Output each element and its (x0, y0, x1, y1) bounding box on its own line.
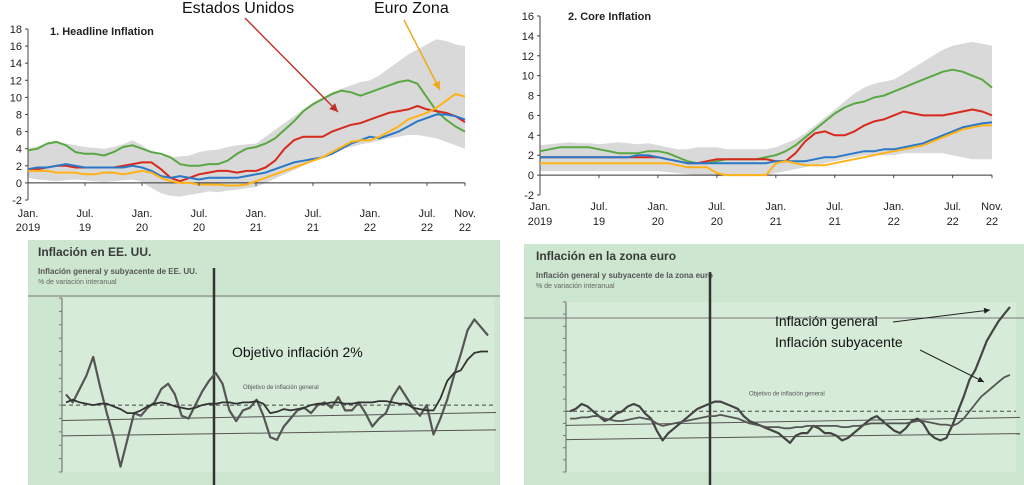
x-tick-label-year: 22 (459, 222, 471, 234)
y-tick-label: 18 (10, 24, 22, 36)
x-tick-label-year: 22 (888, 216, 900, 228)
x-tick-label-year: 21 (250, 222, 262, 234)
baseline-zero (61, 429, 497, 437)
label-euro-zona: Euro Zona (374, 0, 449, 17)
x-tick-label: Jan. (360, 208, 381, 220)
label-inflacion-general: Inflación general (775, 313, 878, 329)
x-tick-label-year: 20 (193, 222, 205, 234)
series-line-green (27, 79, 466, 167)
y-tick-label: 16 (522, 11, 534, 23)
objective-note: Objetivo de inflación general (749, 391, 825, 397)
y-tick-label: 4 (16, 144, 22, 156)
x-tick-label-year: 2019 (528, 216, 552, 228)
y-tick-label: 16 (10, 41, 22, 53)
series-line-blue (540, 121, 993, 165)
x-tick-label: Jul. (826, 201, 843, 213)
x-tick-label: Jul. (944, 201, 961, 213)
photo-series-line (569, 306, 1011, 444)
series-line-orange (540, 124, 992, 177)
objective-note: Objetivo de inflación general (243, 385, 319, 391)
x-tick-label-year: 22 (947, 216, 959, 228)
x-tick-label: Jul. (304, 208, 321, 220)
x-tick-label: Jul. (418, 208, 435, 220)
photo-series-line (65, 318, 489, 468)
photo-unit: % de variación interanual (536, 283, 615, 290)
photo-series-line (65, 350, 488, 415)
y-tick-label: 14 (10, 58, 22, 70)
range-band (540, 41, 992, 177)
y-tick-label: -2 (12, 195, 22, 207)
x-tick-label-year: 19 (79, 222, 91, 234)
x-tick-label-year: 19 (593, 216, 605, 228)
x-tick-label: Jan. (530, 201, 551, 213)
photo-title: Inflación en la zona euro (536, 249, 676, 263)
y-tick-label: 2 (528, 150, 534, 162)
y-tick-label: 10 (10, 92, 22, 104)
x-tick-label: Jan. (132, 208, 153, 220)
photo-subtitle: Inflación general y subyacente de EE. UU… (38, 267, 197, 276)
x-tick-label: Jan. (246, 208, 267, 220)
y-tick-label: 12 (522, 51, 534, 63)
baseline-one (565, 416, 1021, 426)
photo-series-line (570, 374, 1011, 430)
y-tick-label: 4 (528, 130, 534, 142)
core-inflation-chart: -2 0 2 4 6 8 10 12 14 16 Jan. 2019 Jul. 19 Jan. 20 Jul. 2… (522, 11, 1003, 228)
x-tick-label-year: 2019 (16, 222, 40, 234)
x-tick-label-year: 22 (364, 222, 376, 234)
y-tick-label: 6 (528, 110, 534, 122)
label-estados-unidos: Estados Unidos (182, 0, 295, 17)
photo-subtitle: Inflación general y subyacente de la zon… (536, 271, 713, 280)
baseline-zero (565, 433, 1021, 441)
x-tick-label-year: 21 (307, 222, 319, 234)
chart-title: 2. Core Inflation (568, 11, 651, 23)
headline-inflation-panel: -2 0 2 4 6 8 10 12 14 16 18 Jan. 2019 Jul. 19 Jan. 20 Jul… (0, 0, 500, 240)
label-inflacion-subyacente: Inflación subyacente (775, 334, 903, 350)
y-tick-label: -2 (524, 190, 534, 202)
photo-title: Inflación en EE. UU. (38, 245, 151, 259)
y-tick-label: 0 (16, 178, 22, 190)
y-tick-label: 2 (16, 161, 22, 173)
x-tick-label: Jul. (708, 201, 725, 213)
x-tick-label: Jan. (883, 201, 904, 213)
plot-area (566, 302, 1016, 472)
x-tick-label: Nov. (454, 208, 476, 220)
x-tick-label-year: 20 (136, 222, 148, 234)
y-tick-label: 14 (522, 31, 534, 43)
y-tick-label: 6 (16, 127, 22, 139)
x-tick-label-year: 20 (711, 216, 723, 228)
headline-inflation-chart: -2 0 2 4 6 8 10 12 14 16 18 Jan. 2019 Jul. 19 Jan. 20 Jul… (10, 24, 476, 234)
photo-unit: % de variación interanual (38, 279, 117, 286)
plot-area (62, 298, 494, 472)
y-tick-label: 8 (16, 110, 22, 122)
y-tick-label: 12 (10, 75, 22, 87)
euro-inflation-photo: Inflación en la zona euro Inflación gener… (524, 244, 1024, 485)
x-tick-label-year: 22 (421, 222, 433, 234)
y-tick-label: 0 (528, 170, 534, 182)
x-tick-label: Jul. (590, 201, 607, 213)
us-inflation-chart: Inflación en EE. UU. Inflación general y … (28, 240, 500, 485)
baseline-one (61, 411, 497, 421)
y-tick-label: 10 (522, 71, 534, 83)
x-tick-label-year: 20 (652, 216, 664, 228)
x-tick-label: Nov. (981, 201, 1003, 213)
x-tick-label: Jul. (190, 208, 207, 220)
x-tick-label-year: 21 (829, 216, 841, 228)
x-tick-label: Jan. (18, 208, 39, 220)
y-tick-label: 8 (528, 91, 534, 103)
range-band (28, 39, 465, 197)
x-tick-label: Jul. (76, 208, 93, 220)
series-line-blue (27, 113, 466, 181)
us-inflation-photo: Inflación en EE. UU. Inflación general y … (28, 240, 500, 485)
chart-title: 1. Headline Inflation (50, 26, 154, 38)
series-line-orange (28, 93, 466, 187)
core-inflation-panel: -2 0 2 4 6 8 10 12 14 16 Jan. 2019 Jul. 19 Jan. 20 Jul. 2… (510, 0, 1024, 240)
euro-inflation-chart: Inflación en la zona euro Inflación gener… (524, 244, 1024, 485)
x-tick-label: Jan. (765, 201, 786, 213)
label-objetivo-inflacion: Objetivo inflación 2% (232, 344, 363, 360)
x-tick-label-year: 21 (770, 216, 782, 228)
series-line-green (539, 68, 993, 165)
x-tick-label: Jan. (648, 201, 669, 213)
x-tick-label-year: 22 (986, 216, 998, 228)
